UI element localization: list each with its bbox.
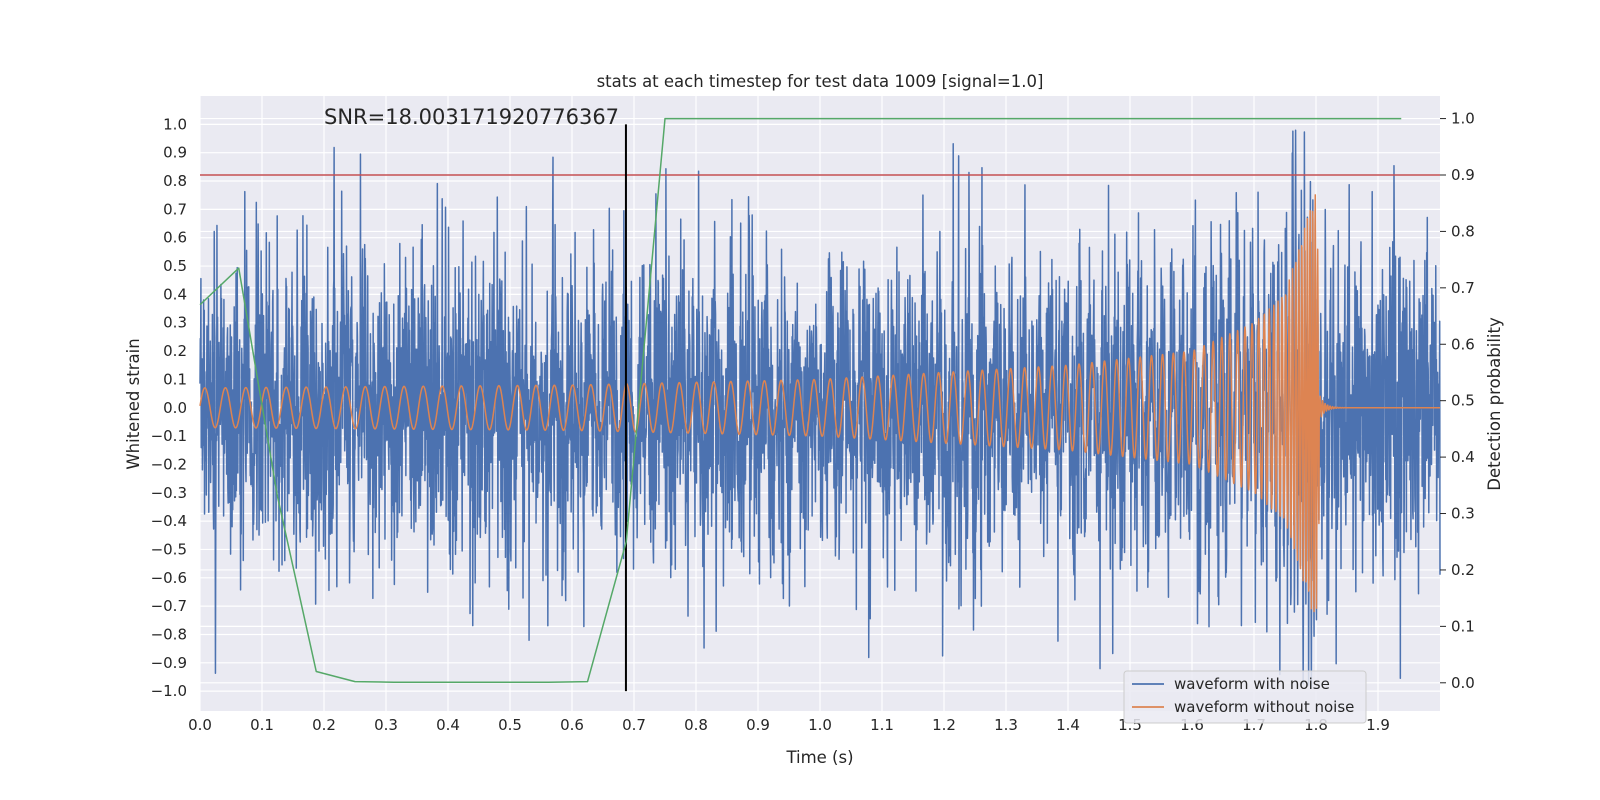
- y2-tick-label: 0.1: [1451, 617, 1475, 635]
- y-tick-label: −0.3: [151, 484, 187, 502]
- y-tick-label: 1.0: [163, 115, 187, 133]
- y-tick-label: −1.0: [151, 682, 187, 700]
- y2-tick-label: 0.4: [1451, 448, 1475, 466]
- x-tick-label: 1.0: [808, 716, 832, 734]
- y2-tick-label: 0.7: [1451, 279, 1475, 297]
- x-tick-label: 0.5: [498, 716, 522, 734]
- y2-tick-label: 0.8: [1451, 222, 1475, 240]
- axis-ticks: 0.0 0.1 0.2 0.3 0.4 0.5 0.6 0.7 0.8 0.9 1.0 1.1 1.2 1…: [151, 110, 1475, 734]
- y2-tick-label: 0.2: [1451, 561, 1475, 579]
- series-waveform-without-noise: [199, 194, 1441, 613]
- x-axis-label: Time (s): [785, 748, 853, 767]
- legend-label-noise: waveform with noise: [1174, 675, 1330, 693]
- legend-label-clean: waveform without noise: [1174, 698, 1354, 716]
- y-tick-label: 0.2: [163, 342, 187, 360]
- y2-axis-label: Detection probability: [1485, 317, 1504, 491]
- x-tick-label: 1.9: [1366, 716, 1390, 734]
- y-tick-label: 0.0: [163, 399, 187, 417]
- legend: waveform with noise waveform without noi…: [1123, 670, 1367, 724]
- legend-box: [1123, 670, 1367, 724]
- y-tick-label: 0.6: [163, 229, 187, 247]
- y-tick-label: −0.8: [151, 625, 187, 643]
- snr-annotation: SNR=18.003171920776367: [324, 105, 619, 129]
- y-tick-label: 0.8: [163, 172, 187, 190]
- y-tick-label: −0.9: [151, 654, 187, 672]
- x-tick-label: 1.2: [932, 716, 956, 734]
- y-tick-label: 0.4: [163, 285, 187, 303]
- x-tick-label: 0.4: [436, 716, 460, 734]
- x-tick-label: 0.1: [250, 716, 274, 734]
- y2-tick-label: 0.6: [1451, 335, 1475, 353]
- y-tick-label: 0.1: [163, 370, 187, 388]
- x-tick-label: 0.2: [312, 716, 336, 734]
- x-tick-label: 0.7: [622, 716, 646, 734]
- x-tick-label: 0.0: [188, 716, 212, 734]
- x-tick-label: 1.1: [870, 716, 894, 734]
- x-tick-label: 0.3: [374, 716, 398, 734]
- y2-tick-label: 1.0: [1451, 110, 1475, 128]
- series-detection-probability: [199, 117, 1402, 683]
- x-tick-label: 0.9: [746, 716, 770, 734]
- y-axis-label: Whitened strain: [124, 338, 143, 469]
- x-tick-label: 1.4: [1056, 716, 1080, 734]
- series-group: [199, 117, 1441, 692]
- y2-tick-label: 0.0: [1451, 674, 1475, 692]
- y-tick-label: −0.5: [151, 540, 187, 558]
- y-tick-label: −0.2: [151, 455, 187, 473]
- y-tick-label: −0.6: [151, 569, 187, 587]
- chart-title: stats at each timestep for test data 100…: [597, 72, 1044, 91]
- x-tick-label: 1.3: [994, 716, 1018, 734]
- x-tick-label: 0.8: [684, 716, 708, 734]
- x-tick-label: 0.6: [560, 716, 584, 734]
- y2-tick-label: 0.9: [1451, 166, 1475, 184]
- y-tick-label: −0.4: [151, 512, 187, 530]
- y2-tick-label: 0.5: [1451, 392, 1475, 410]
- y-tick-label: 0.7: [163, 200, 187, 218]
- y2-tick-label: 0.3: [1451, 505, 1475, 523]
- y-tick-label: 0.5: [163, 257, 187, 275]
- y-tick-label: 0.3: [163, 314, 187, 332]
- y-tick-label: −0.1: [151, 427, 187, 445]
- y-tick-label: −0.7: [151, 597, 187, 615]
- y-tick-label: 0.9: [163, 144, 187, 162]
